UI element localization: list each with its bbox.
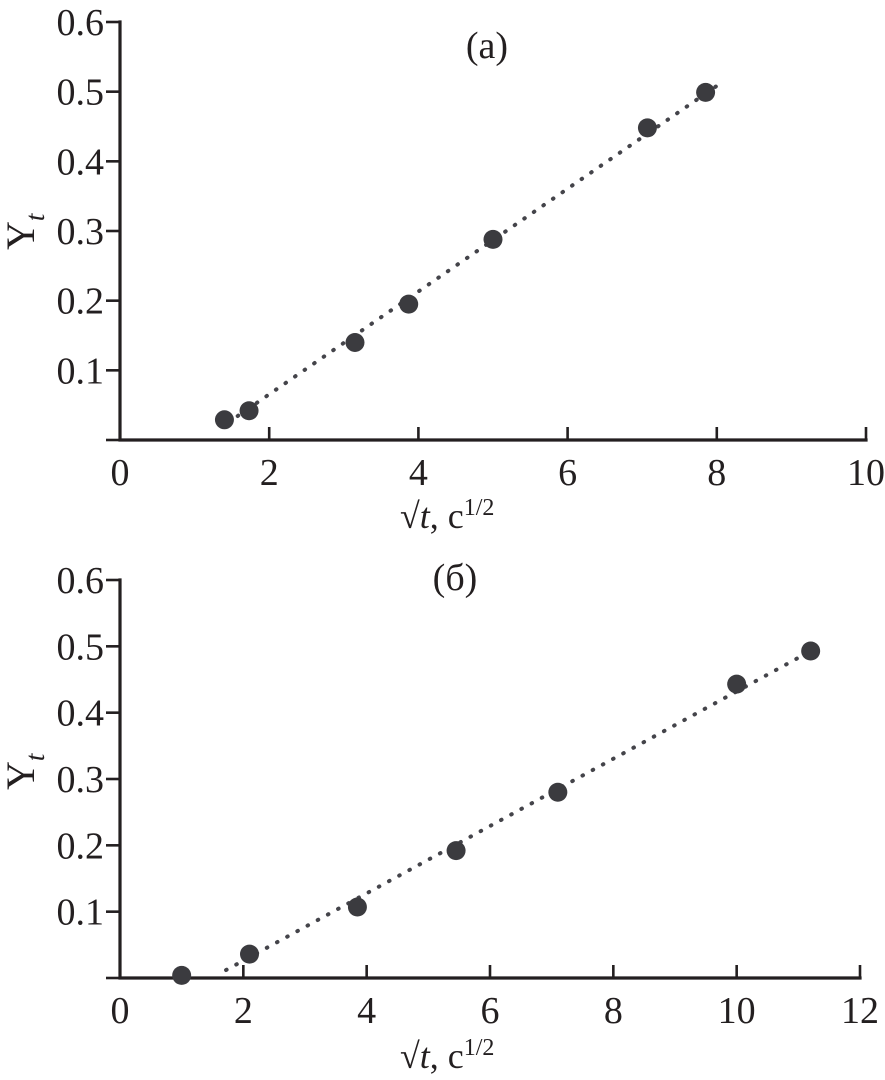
y-axis-title-subscript-a: t <box>20 212 50 221</box>
x-axis-title-superscript-a: 1/2 <box>464 495 495 521</box>
y-tick-label: 0.2 <box>57 281 105 323</box>
y-axis-title-symbol-a: Υ <box>0 221 43 250</box>
x-tick-label: 8 <box>604 990 623 1032</box>
x-tick-label: 2 <box>234 990 253 1032</box>
y-tick-labels-b: 0.1 0.2 0.3 0.4 0.5 0.6 <box>57 560 105 934</box>
trendline-segment <box>224 642 825 973</box>
y-axis-title-a: Υt <box>0 212 50 250</box>
y-tick-label: 0.5 <box>57 626 105 668</box>
trendline-b <box>224 642 825 973</box>
x-axis-title-rest-a: , c <box>430 496 464 536</box>
x-tick-label: 10 <box>847 452 885 494</box>
plot-area-b: 0.1 0.2 0.3 0.4 0.5 0.6 0 2 4 6 8 10 12 (б) Υt √t, … <box>0 557 880 1076</box>
tick-marks-b <box>106 578 862 980</box>
plot-area-a: 0.1 0.2 0.3 0.4 0.5 0.6 0 2 4 6 8 10 (a) Υt √t, c1… <box>0 2 885 536</box>
y-axis-title-subscript-b: t <box>20 752 50 761</box>
data-points-b <box>172 641 821 985</box>
x-tick-label: 6 <box>558 452 577 494</box>
x-tick-label: 10 <box>718 990 756 1032</box>
y-tick-label: 0.3 <box>57 211 105 253</box>
data-point <box>239 401 259 421</box>
data-point <box>727 674 747 694</box>
x-axis-title-root-a: √t <box>400 496 431 536</box>
tick-marks-a <box>106 20 868 442</box>
chart-panel-a: 0.1 0.2 0.3 0.4 0.5 0.6 0 2 4 6 8 10 (a) Υt √t, c1… <box>0 2 885 536</box>
y-tick-label: 0.4 <box>57 693 105 735</box>
x-tick-label: 2 <box>260 452 279 494</box>
chart-panel-b: 0.1 0.2 0.3 0.4 0.5 0.6 0 2 4 6 8 10 12 (б) Υt √t, … <box>0 540 885 1080</box>
panel-label-b: (б) <box>433 557 478 599</box>
y-tick-label: 0.6 <box>57 560 105 602</box>
panel-label-a: (a) <box>466 25 508 67</box>
axes-group-b <box>118 578 862 980</box>
x-tick-label: 4 <box>409 452 428 494</box>
x-tick-label: 4 <box>357 990 376 1032</box>
trendline-segment <box>226 81 723 425</box>
data-point <box>483 229 503 249</box>
x-axis-title-superscript-b: 1/2 <box>464 1035 495 1061</box>
data-point <box>347 897 367 917</box>
data-point <box>172 965 192 985</box>
svg-text:Υt: Υt <box>0 752 50 790</box>
y-axis-title-b: Υt <box>0 752 50 790</box>
data-point <box>696 82 716 102</box>
data-point <box>214 410 234 430</box>
y-tick-label: 0.5 <box>57 72 105 114</box>
trendline-a <box>226 81 723 425</box>
x-tick-labels-b: 0 2 4 6 8 10 12 <box>111 990 880 1032</box>
data-point <box>548 782 568 802</box>
y-tick-label: 0.1 <box>57 892 105 934</box>
x-axis-title-b: √t, c1/2 <box>400 1035 494 1076</box>
x-tick-label: 12 <box>841 990 879 1032</box>
y-tick-label: 0.1 <box>57 350 105 392</box>
data-point <box>801 641 821 661</box>
svg-text:Υt: Υt <box>0 212 50 250</box>
y-axis-title-symbol-b: Υ <box>0 761 43 790</box>
x-tick-label: 0 <box>111 990 130 1032</box>
data-point <box>637 118 657 138</box>
data-points-a <box>214 82 716 430</box>
y-tick-labels-a: 0.1 0.2 0.3 0.4 0.5 0.6 <box>57 2 105 392</box>
y-tick-label: 0.4 <box>57 141 105 183</box>
x-axis-title-rest-b: , c <box>430 1036 464 1076</box>
x-tick-label: 0 <box>111 452 130 494</box>
x-axis-title-a: √t, c1/2 <box>400 495 494 536</box>
y-tick-label: 0.3 <box>57 759 105 801</box>
y-tick-label: 0.6 <box>57 2 105 44</box>
data-point <box>446 841 466 861</box>
x-tick-label: 8 <box>707 452 726 494</box>
x-tick-labels-a: 0 2 4 6 8 10 <box>111 452 885 494</box>
data-point <box>345 332 365 352</box>
data-point <box>240 944 259 964</box>
y-tick-label: 0.2 <box>57 825 105 867</box>
data-point <box>399 294 419 314</box>
x-tick-label: 6 <box>481 990 500 1032</box>
x-axis-title-root-b: √t <box>400 1036 431 1076</box>
